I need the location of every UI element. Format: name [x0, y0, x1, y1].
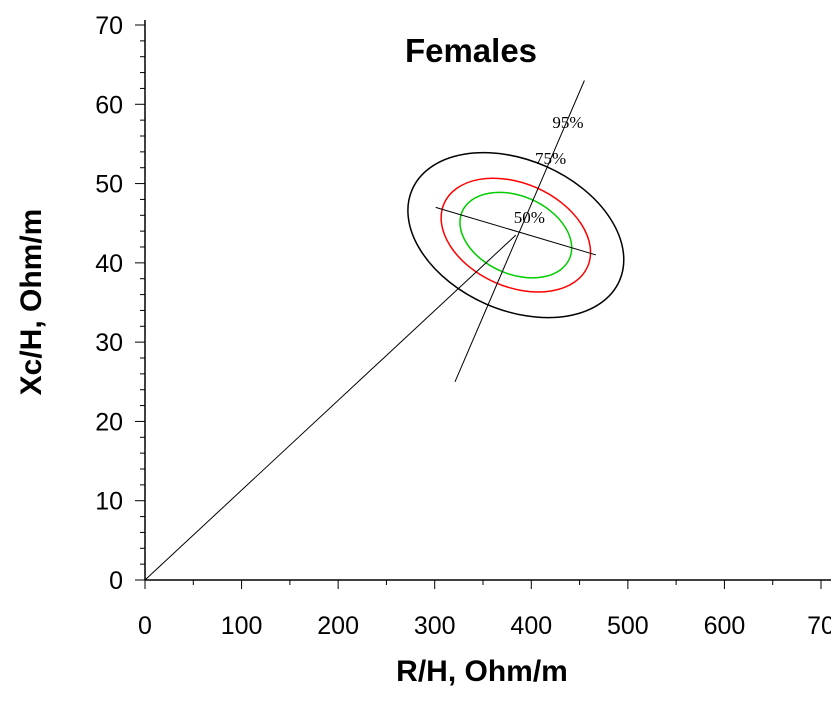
x-tick-label: 0 — [138, 612, 152, 640]
y-axis-title: Xc/H, Ohm/m — [15, 209, 48, 396]
major-axis — [454, 80, 585, 382]
x-tick-label: 600 — [704, 612, 746, 640]
ellipse-75pct — [440, 177, 592, 293]
ellipse-label: 75% — [535, 149, 566, 168]
ellipse-label: 95% — [552, 113, 583, 132]
x-tick-label: 200 — [317, 612, 359, 640]
y-tick-label: 20 — [95, 408, 123, 436]
x-tick-label: 500 — [607, 612, 649, 640]
x-axis-title: R/H, Ohm/m — [396, 655, 568, 688]
y-tick-label: 50 — [95, 171, 123, 199]
x-tick-label: 300 — [414, 612, 456, 640]
ellipse-95pct — [407, 151, 625, 319]
ellipse-labels-group: 95% 75% 50% — [514, 113, 584, 227]
y-tick-label: 0 — [109, 567, 123, 595]
minor-axis — [435, 206, 597, 256]
x-tick-label: 70 — [807, 612, 831, 640]
x-tick-label: 400 — [510, 612, 552, 640]
y-tick-label: 40 — [95, 250, 123, 278]
y-tick-label: 60 — [95, 91, 123, 119]
ellipse-label: 50% — [514, 208, 545, 227]
y-tick-label: 10 — [95, 488, 123, 516]
origin-line — [144, 234, 517, 581]
ellipses-group — [407, 151, 625, 319]
chart-title: Females — [405, 32, 537, 69]
y-tick-label: 30 — [95, 329, 123, 357]
x-tick-label: 100 — [221, 612, 263, 640]
lines-group — [144, 80, 597, 581]
axes-group — [144, 20, 831, 581]
y-tick-label: 70 — [95, 12, 123, 40]
ellipse-50pct — [459, 191, 573, 279]
